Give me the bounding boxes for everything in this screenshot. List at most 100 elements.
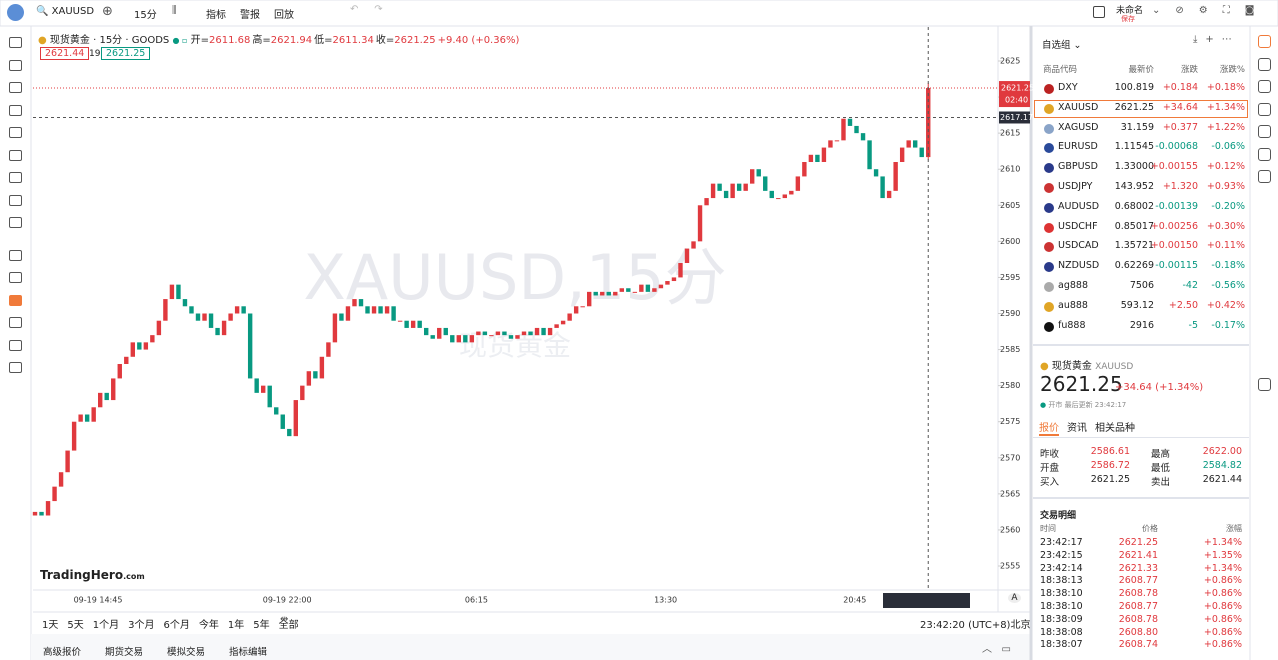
tool-icon[interactable] bbox=[9, 127, 22, 138]
candle bbox=[834, 140, 840, 142]
range-button[interactable]: 今年 bbox=[198, 620, 219, 631]
date-range-icon[interactable]: ⇹ bbox=[280, 614, 289, 625]
candle bbox=[313, 371, 318, 379]
top-icons[interactable]: ⌄⊘⚙⛶◙ bbox=[1152, 5, 1270, 16]
candle bbox=[587, 291, 592, 307]
tool-icon[interactable] bbox=[9, 362, 22, 373]
tool-icon[interactable] bbox=[9, 149, 22, 161]
candle bbox=[300, 385, 305, 401]
candle bbox=[580, 306, 585, 308]
flag bbox=[1044, 222, 1054, 233]
cell: XAGUSD bbox=[1058, 121, 1099, 133]
candle bbox=[98, 392, 103, 408]
panel-icon[interactable] bbox=[1258, 102, 1271, 116]
tool-icon[interactable] bbox=[9, 317, 22, 328]
trade-cell: 18:38:10 bbox=[1040, 588, 1083, 600]
panel-icon[interactable] bbox=[1258, 125, 1271, 138]
toolbar-item[interactable]: 警报 bbox=[240, 10, 260, 21]
stat: 开盘 bbox=[1040, 463, 1060, 474]
candle bbox=[241, 306, 246, 314]
tool-icon[interactable] bbox=[9, 37, 22, 48]
panel-icon[interactable] bbox=[1258, 35, 1271, 48]
countdown: 02:40 bbox=[1005, 96, 1028, 105]
candle bbox=[450, 335, 455, 343]
bottom-tab[interactable]: 期货交易 bbox=[105, 647, 144, 658]
panel-icon[interactable] bbox=[1258, 147, 1271, 161]
detail-price: 2621.25 bbox=[1040, 372, 1123, 396]
layout-name[interactable]: 未命名 bbox=[1116, 6, 1144, 16]
range-button[interactable]: 5年 bbox=[253, 620, 270, 631]
range-button[interactable]: 3个月 bbox=[128, 620, 155, 631]
detail-tab[interactable]: 报价 bbox=[1039, 419, 1059, 436]
candle bbox=[652, 288, 657, 292]
tool-icon[interactable] bbox=[9, 217, 22, 228]
cell: +0.00150 bbox=[1150, 240, 1198, 252]
crosshair-tag bbox=[999, 111, 1030, 124]
stat: 2621.44 bbox=[1202, 474, 1242, 485]
layout-icon[interactable] bbox=[1093, 6, 1105, 18]
collapse[interactable]: ︿ ▭ bbox=[982, 644, 1011, 655]
range-button[interactable]: 1年 bbox=[227, 620, 245, 631]
trade-cell: 2621.41 bbox=[1118, 549, 1158, 561]
symbol-search[interactable]: 🔍 XAUUSD bbox=[36, 6, 95, 17]
chart-type[interactable]: ⫼ bbox=[172, 5, 177, 16]
detail-tab[interactable]: 资讯 bbox=[1067, 423, 1087, 434]
tool-icon[interactable] bbox=[9, 82, 22, 93]
cell: 2916 bbox=[1129, 319, 1154, 331]
tool-icon[interactable] bbox=[9, 194, 22, 206]
y-tick-label: 2595 bbox=[1000, 273, 1020, 282]
candle bbox=[926, 88, 931, 158]
panel-icon[interactable] bbox=[1258, 377, 1271, 391]
range-button[interactable]: 全部 bbox=[278, 620, 299, 631]
toolbar-items: 指标 警报 回放 bbox=[206, 6, 294, 21]
range-button[interactable]: 5天 bbox=[67, 620, 84, 631]
trade-cell: 18:38:07 bbox=[1040, 639, 1083, 651]
candle bbox=[352, 299, 357, 307]
tool-icon[interactable] bbox=[9, 172, 22, 183]
tool-icon[interactable] bbox=[9, 339, 22, 351]
tool-icon[interactable] bbox=[9, 59, 22, 71]
interval[interactable]: 15分 bbox=[134, 10, 157, 21]
avatar[interactable] bbox=[7, 4, 24, 21]
toolbar-item[interactable]: 回放 bbox=[274, 10, 294, 21]
toolbar-item[interactable]: 指标 bbox=[206, 10, 226, 21]
watermark: 现货黄金 bbox=[459, 329, 571, 362]
watchlist-title[interactable]: 自选组 ⌄ bbox=[1042, 40, 1082, 51]
candle bbox=[280, 414, 285, 429]
auto-scale[interactable]: A bbox=[1008, 593, 1021, 603]
undo[interactable]: ↶ ↷ bbox=[350, 4, 383, 15]
candle bbox=[508, 335, 514, 339]
watch-row[interactable] bbox=[1034, 99, 1248, 118]
panel-icon[interactable] bbox=[1258, 170, 1271, 183]
y-tick-label: 2590 bbox=[1000, 309, 1020, 318]
watchlist-icons[interactable]: ⤓+⋯ bbox=[1193, 34, 1240, 45]
tool-icon[interactable] bbox=[9, 249, 22, 261]
add[interactable]: ⊕ bbox=[102, 4, 113, 19]
cell: -0.20% bbox=[1211, 200, 1245, 212]
candle bbox=[189, 306, 194, 314]
candle bbox=[456, 335, 461, 343]
range-button[interactable]: 6个月 bbox=[163, 620, 190, 631]
save[interactable]: 保存 bbox=[1121, 15, 1135, 23]
candle bbox=[841, 118, 846, 141]
range-button[interactable]: 1天 bbox=[42, 620, 59, 631]
candle bbox=[541, 327, 546, 336]
detail-tab[interactable]: 相关品种 bbox=[1095, 423, 1135, 434]
cell: NZDUSD bbox=[1058, 260, 1100, 272]
bottom-tab[interactable]: 模拟交易 bbox=[167, 647, 206, 658]
range-button[interactable]: 1个月 bbox=[92, 620, 120, 631]
tool-icon[interactable] bbox=[9, 294, 22, 306]
candle bbox=[234, 306, 240, 314]
tool-icon[interactable] bbox=[9, 272, 22, 283]
ask: 2621.25 bbox=[101, 47, 151, 60]
bottom-tab[interactable]: 高级报价 bbox=[43, 647, 82, 658]
panel-icon[interactable] bbox=[1258, 57, 1271, 71]
bottom-tab[interactable]: 指标编辑 bbox=[229, 647, 268, 658]
candle bbox=[163, 299, 168, 321]
tool-icon[interactable] bbox=[9, 104, 22, 116]
panel-icon[interactable] bbox=[1258, 80, 1271, 93]
candle bbox=[391, 306, 396, 321]
candle bbox=[756, 169, 761, 177]
cell: +1.320 bbox=[1162, 181, 1198, 192]
candle bbox=[639, 284, 644, 292]
